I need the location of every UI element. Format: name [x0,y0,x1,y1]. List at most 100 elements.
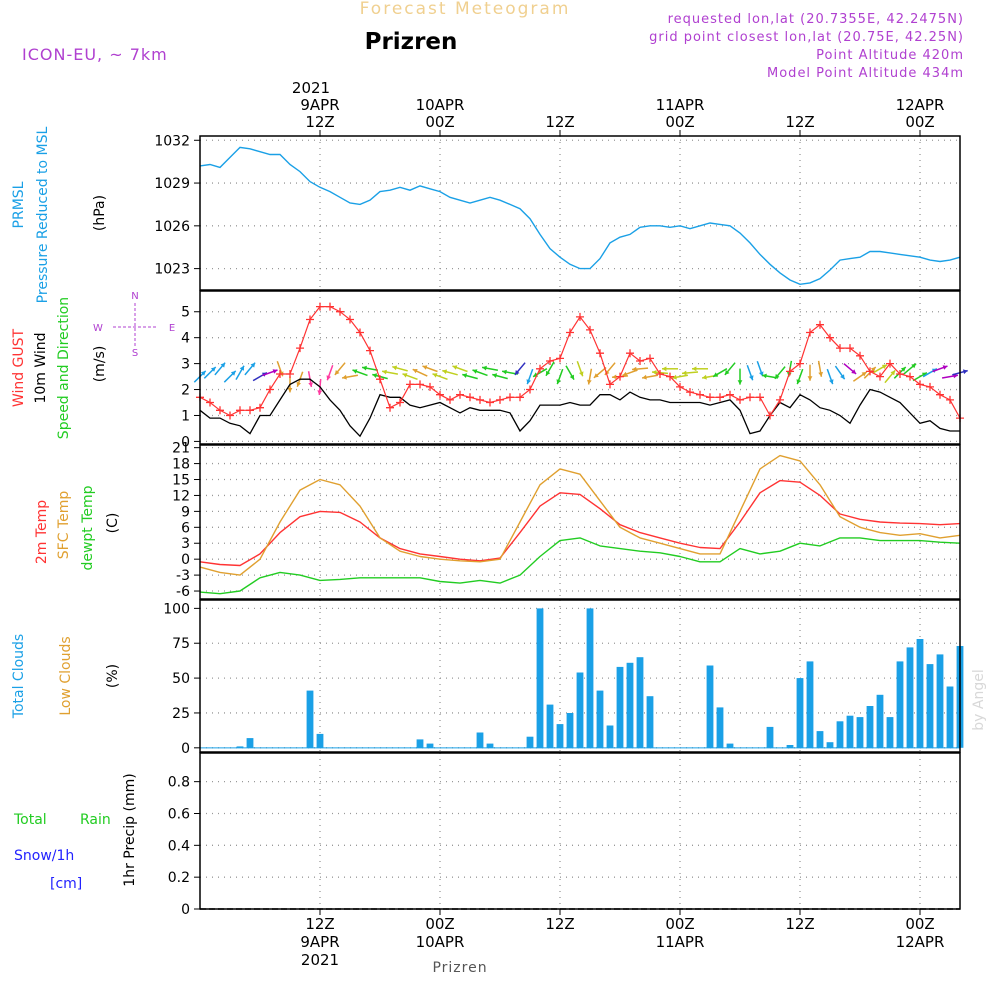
wind-arrow-head [881,364,887,370]
gust-marker [786,367,794,376]
top-hour-label-0: 12Z [305,113,334,131]
ytick-label-temperature-0: -6 [176,584,190,600]
top-date-label-0: 9APR [300,96,339,114]
wind-arrow-head [342,374,347,380]
top-hour-label-5: 00Z [905,113,934,131]
wind-arrow-head [220,362,226,368]
cloud-bar [586,608,594,748]
gust-marker [406,380,414,389]
gust-marker [606,380,614,389]
total-clouds-label: Total Clouds [11,634,27,719]
top-hour-label-4: 12Z [785,113,814,131]
cloud-bar [486,743,494,748]
wind-arrow-head [462,373,468,378]
gust-marker [696,390,704,399]
cloud-bar [536,608,544,748]
wind-arrow-head [546,370,551,376]
gust-marker [206,398,214,407]
watermark: by Angel [971,669,987,730]
ytick-label-temperature-3: 3 [181,536,190,552]
location-title: Prizren [365,29,458,55]
ytick-label-temperature-2: 0 [181,552,190,568]
panel-frame-temperature [199,444,961,600]
ytick-label-wind-0: 0 [181,434,190,450]
gust-marker [306,315,314,324]
wind-arrow-head [272,369,278,374]
wind-arrow-head [472,369,478,374]
wind-arrow-head [692,366,697,372]
cloud-bar [626,662,634,748]
grid-point-coords: grid point closest lon,lat (20.75E, 42.2… [649,30,964,45]
wind-arrow-head [713,372,719,377]
gust-marker [576,312,584,321]
cloud-labels: Total Clouds Low Clouds (%) [11,634,121,719]
panel-frame-clouds [199,599,961,753]
compass-n: N [131,291,138,302]
clouds-unit: (%) [105,664,121,688]
wind-arrow-head [352,369,358,374]
precip-rain-label: Rain [80,812,111,828]
ytick-label-temperature-8: 18 [172,457,190,473]
gust-marker [556,354,564,363]
bottom-date-label-5: 12APR [896,933,945,951]
gust-marker [866,367,874,376]
wind-arrow-head [749,375,754,381]
gust-marker [286,370,294,378]
bottom-hour-label-1: 00Z [425,915,454,933]
wind-arrow-head [829,379,834,385]
cloud-bar [916,639,924,748]
wind-arrow-head [210,367,216,372]
wind-arrow-head [308,382,313,387]
temp-series-1 [199,454,961,576]
footer-location: Prizren [432,960,487,976]
gust-marker [546,357,554,365]
dewpt-label: dewpt Temp [80,485,96,570]
wind-arrow-head [652,370,657,375]
cloud-bar [846,715,854,748]
compass-w: W [93,323,103,334]
cloud-bar [766,726,774,748]
gust-marker [426,382,434,391]
wind-arrow-head [402,373,408,378]
cloud-bar [526,736,534,748]
top-date-label-1: 10APR [416,96,465,114]
gust-marker [806,328,814,337]
gust-marker [906,372,914,381]
wind-arrow-head [870,367,876,372]
sfc-label: SFC Temp [56,491,72,560]
wind-speed-line [199,378,960,438]
ytick-label-pressure-2: 1029 [154,176,190,192]
wind-arrow-head [861,372,867,377]
wind-arrow-head [900,367,906,372]
wind-arrow-head [807,376,813,381]
wind-arrow-head [593,373,599,378]
requested-coords: requested lon,lat (20.7355E, 42.2475N) [668,12,964,27]
precip-labels: Total Rain Snow/1h [cm] 1hr Precip (mm) [13,773,138,892]
cloud-bar [866,706,874,748]
wind-arrow-head [672,374,677,380]
cloud-bar [546,704,554,748]
gust-marker [266,385,274,394]
gust-marker [346,315,354,324]
gust-marker [846,344,854,353]
cloud-bar [426,743,434,748]
wind-gust-markers [196,302,964,423]
wind-arrow-head [372,373,378,378]
ytick-label-pressure-0: 1023 [154,262,190,278]
cloud-bar [246,738,254,748]
panel-wind: 0 1 2 3 4 5 [181,291,968,450]
gust-marker [366,346,374,355]
gust-marker [826,333,834,342]
wind-arrow-head [762,373,767,379]
gust-marker [876,372,884,381]
point-altitude: Point Altitude 420m [816,48,964,63]
wind-unit: (m/s) [92,346,108,383]
ytick-label-temperature-4: 6 [181,520,190,536]
ytick-label-pressure-1: 1026 [154,219,190,235]
gust-marker [736,395,744,404]
gust-marker [896,370,904,378]
bottom-date-label-3: 11APR [656,933,705,951]
ytick-label-precip-1: 0.2 [168,870,190,886]
gust-marker [396,398,404,407]
precip-total-label: Total [13,812,47,828]
